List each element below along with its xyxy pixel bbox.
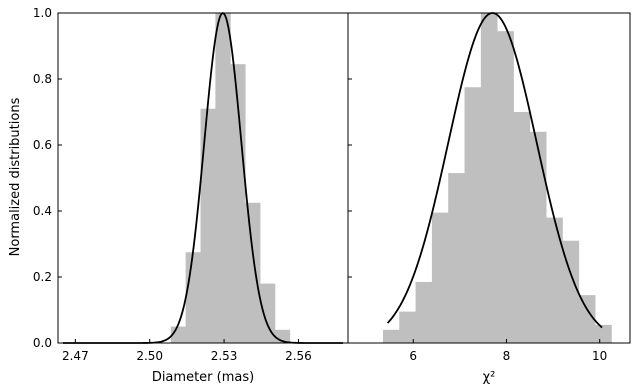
histogram-bar-4 bbox=[431, 212, 449, 343]
x-tick-label: 2.47 bbox=[62, 349, 89, 363]
histogram-bar-12 bbox=[562, 240, 580, 343]
histogram-bar-2 bbox=[185, 252, 201, 343]
histogram-bar-2 bbox=[399, 311, 416, 343]
histogram-bar-3 bbox=[415, 281, 433, 343]
histogram-bar-9 bbox=[513, 112, 531, 343]
histogram-bar-6 bbox=[464, 87, 482, 343]
x-axis-label: χ² bbox=[483, 370, 496, 385]
histogram-bar-11 bbox=[546, 217, 563, 343]
histogram-bar-1 bbox=[382, 329, 400, 343]
histogram-bar-5 bbox=[448, 173, 465, 343]
y-tick-label: 0.4 bbox=[33, 204, 52, 218]
histogram-bar-4 bbox=[215, 13, 231, 343]
panel-2: 6 8 10 χ² bbox=[347, 12, 631, 385]
histogram-bar-10 bbox=[529, 131, 547, 343]
x-tick-label: 2.56 bbox=[285, 349, 312, 363]
x-tick-label: 10 bbox=[592, 349, 607, 363]
y-tick-label: 0.8 bbox=[33, 72, 52, 86]
x-axis-label: Diameter (mas) bbox=[152, 370, 254, 385]
histogram-bar-13 bbox=[578, 295, 596, 343]
histogram-bar-7 bbox=[260, 283, 276, 343]
histogram-bar-14 bbox=[595, 324, 612, 343]
histogram-bar-7 bbox=[480, 13, 498, 343]
panel-1: 2.47 2.50 2.53 2.56 0.0 0.2 0.4 0.6 0.8 1.0 Diamet… bbox=[33, 6, 349, 385]
y-tick-label: 1.0 bbox=[33, 6, 52, 20]
y-axis-label: Normalized distributions bbox=[8, 97, 23, 256]
histogram-bar-3 bbox=[200, 108, 216, 343]
x-tick-label: 6 bbox=[409, 349, 417, 363]
y-tick-label: 0.0 bbox=[33, 336, 52, 350]
x-tick-label: 8 bbox=[503, 349, 511, 363]
histogram-bar-5 bbox=[230, 64, 246, 344]
x-tick-label: 2.50 bbox=[136, 349, 163, 363]
x-tick-label: 2.53 bbox=[211, 349, 238, 363]
plot-frame bbox=[347, 12, 631, 344]
histogram-bar-8 bbox=[497, 31, 514, 344]
y-tick-label: 0.2 bbox=[33, 270, 52, 284]
histogram-bar-6 bbox=[245, 202, 261, 343]
y-tick-label: 0.6 bbox=[33, 138, 52, 152]
